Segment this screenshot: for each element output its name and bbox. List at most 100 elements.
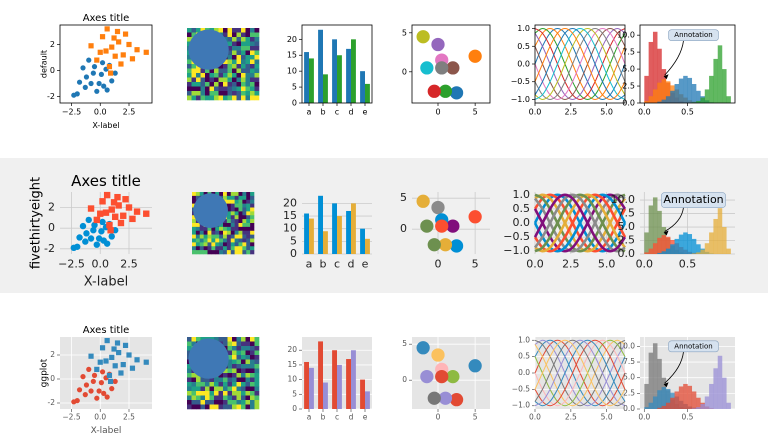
y-tick-label: 0.0 [618,247,636,260]
bar [365,238,370,254]
image-pixel [200,77,206,83]
image-pixel [232,28,237,33]
image-pixel [230,238,235,243]
image-pixel [250,68,255,74]
y-tick-label: 0.0 [517,60,530,69]
hist-bar [704,243,710,254]
image-pixel [191,400,197,405]
hist-bar [652,89,658,103]
image-pixel [246,215,251,220]
axes-frame [411,24,491,104]
image-pixel [230,230,235,235]
image-pixel [200,395,206,401]
image-pixel [241,355,246,360]
scatter-point [116,350,122,356]
image-pixel [227,400,233,405]
image-pixel [214,382,219,387]
image-pixel [187,364,192,369]
image-pixel [236,37,242,42]
bar [346,359,351,409]
hist-bar [691,253,697,254]
image-pixel [246,207,251,212]
hist-bar [665,388,671,409]
image-pixel [250,364,255,369]
image-pixel [250,355,255,360]
bar [365,83,370,103]
image-pixel [254,355,260,360]
image-pixel [219,250,224,255]
image-pixel [230,226,235,232]
image-pixel [241,377,246,383]
axes-title: Axes title [83,325,130,336]
image-pixel [232,350,237,356]
image-circle [193,193,228,228]
hist-bar [717,208,723,254]
image-pixel [200,82,206,87]
image-pixel [227,368,233,374]
scatter-point [99,369,106,375]
y-tick-label: 0 [50,374,55,383]
image-pixel [236,82,242,87]
scatter-point [94,395,100,401]
image-pixel [196,82,201,87]
image-pixel [227,28,233,33]
hist-bar [722,377,727,409]
image-pixel [234,215,239,220]
image-pixel [205,400,210,405]
hist-bar [709,383,714,409]
image-pixel [226,226,232,232]
circle-mark [468,49,482,63]
image-pixel [238,226,243,232]
image-pixel [241,41,246,47]
bar [332,350,337,409]
scatter-point [111,346,117,352]
scatter-point [82,392,88,398]
image-pixel [232,377,237,383]
image-pixel [223,86,228,92]
image-pixel [196,395,201,401]
image-pixel [254,46,260,51]
scatter-point [83,74,90,80]
image-pixel [207,250,212,255]
image-pixel [205,77,210,83]
annotation-box [661,192,726,208]
image-pixel [250,238,255,243]
scatter-point [86,366,92,372]
image-pixel [242,203,247,208]
axes: −1.0 −0.5 0.0 0.5 1.0 0.0 2.5 5.0 [511,24,626,116]
hist-bar [661,79,667,103]
line [534,339,626,407]
axes-frame [639,24,736,104]
bar [309,218,314,254]
scatter-point [106,221,113,229]
image-pixel [219,246,224,251]
image-pixel [218,91,224,96]
image-pixel [223,337,228,342]
image-pixel [245,391,251,396]
image-pixel [250,91,255,96]
bar [304,361,309,409]
bar [332,203,337,254]
image-pixel [218,337,224,342]
image-pixel [219,226,224,232]
image-pixel [241,28,246,33]
hist-bar [683,232,688,254]
hist-bar [652,396,658,409]
scatter-point [99,345,106,351]
y-tick-label: 0 [48,221,55,234]
row-style-name: fivethirtyeight [29,177,44,269]
y-tick-label: 10 [283,222,297,235]
scatter-point [109,354,115,360]
x-tick-label: 0.0 [526,258,544,271]
image-pixel [192,192,197,197]
image-pixel [236,377,242,383]
hist-bar [696,397,701,409]
x-tick-label: 0.0 [529,107,542,116]
hist-bar [648,205,654,254]
hist-bar [644,232,649,254]
image-pixel [245,77,251,83]
image-pixel [246,203,251,208]
image-pixel [238,199,243,204]
hist-bar [648,402,654,409]
image-pixel [254,364,260,369]
